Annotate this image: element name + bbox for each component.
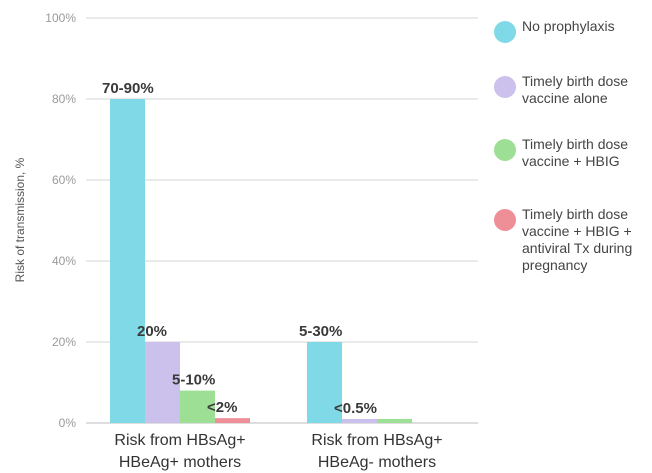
data-label: 20% — [137, 323, 167, 340]
y-tick-label: 60% — [52, 173, 76, 187]
bar — [307, 342, 342, 423]
legend-swatch — [494, 209, 516, 231]
category-labels: Risk from HBsAg+ HBeAg+ mothers Risk from … — [114, 432, 442, 471]
legend-item: No prophylaxis — [494, 18, 615, 43]
legend-label: vaccine + HBIG + — [522, 223, 632, 239]
data-label: <2% — [207, 399, 237, 416]
bar — [110, 99, 145, 423]
bar — [145, 342, 180, 423]
data-label: 5-30% — [299, 323, 342, 340]
legend-swatch — [494, 76, 516, 98]
bar — [215, 418, 250, 423]
y-tick-label: 0% — [59, 416, 77, 430]
legend-item: Timely birth dose vaccine + HBIG + antivir… — [494, 206, 632, 274]
legend-label: No prophylaxis — [522, 18, 615, 34]
y-tick-label: 20% — [52, 335, 76, 349]
y-axis-label: Risk of transmission, % — [13, 157, 27, 282]
category-label: Risk from HBsAg+ — [114, 432, 245, 449]
data-label: 70-90% — [102, 80, 154, 97]
bars — [110, 99, 412, 423]
bar — [180, 390, 215, 423]
legend-swatch — [494, 139, 516, 161]
legend-label: pregnancy — [522, 257, 588, 273]
y-tick-labels: 0% 20% 40% 60% 80% 100% — [45, 11, 76, 430]
legend-label: Timely birth dose — [522, 73, 629, 89]
bar — [377, 418, 412, 423]
legend-label: vaccine alone — [522, 90, 608, 106]
data-label: <0.5% — [334, 400, 377, 417]
y-tick-label: 100% — [45, 11, 76, 25]
bar — [342, 418, 377, 423]
category-label: HBeAg+ mothers — [119, 454, 241, 471]
category-label: Risk from HBsAg+ — [311, 432, 442, 449]
legend-label: antiviral Tx during — [522, 240, 633, 256]
data-labels: 70-90% 20% 5-10% <2% 5-30% <0.5% — [102, 80, 377, 417]
data-label: 5-10% — [172, 372, 215, 389]
y-tick-label: 40% — [52, 254, 76, 268]
category-label: HBeAg- mothers — [318, 454, 436, 471]
legend-swatch — [494, 21, 516, 43]
legend-label: vaccine + HBIG — [522, 153, 620, 169]
legend-item: Timely birth dose vaccine + HBIG — [494, 136, 628, 170]
legend-label: Timely birth dose — [522, 206, 629, 222]
y-tick-label: 80% — [52, 92, 76, 106]
legend-label: Timely birth dose — [522, 136, 629, 152]
legend-item: Timely birth dose vaccine alone — [494, 73, 628, 107]
